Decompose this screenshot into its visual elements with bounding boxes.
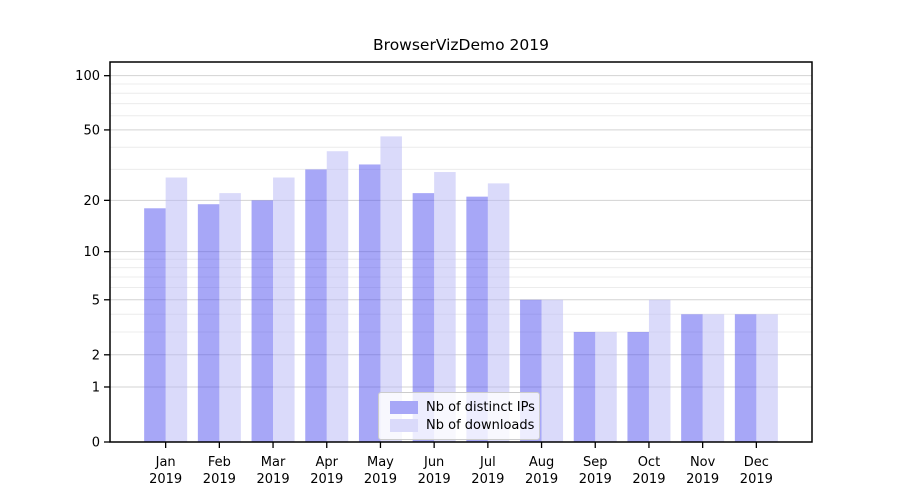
bar-downloads <box>702 314 725 442</box>
bar-downloads <box>487 183 510 442</box>
bar-distinct-ips <box>251 200 274 442</box>
x-tick-label-month: May <box>367 455 394 470</box>
x-tick-label-year: 2019 <box>740 472 773 487</box>
x-tick-label-month: Feb <box>208 455 231 470</box>
x-tick-label-year: 2019 <box>418 472 451 487</box>
y-tick-label: 5 <box>92 293 100 308</box>
x-tick-label-year: 2019 <box>364 472 397 487</box>
x-tick-label-month: Jun <box>423 455 444 470</box>
x-tick-label-month: Dec <box>744 455 769 470</box>
bar-distinct-ips <box>144 208 166 442</box>
bar-downloads <box>756 314 778 442</box>
x-tick-label-year: 2019 <box>525 472 558 487</box>
y-tick-label: 10 <box>83 245 100 260</box>
legend-label: Nb of downloads <box>426 417 535 433</box>
bar-downloads <box>648 299 671 442</box>
x-tick-label-year: 2019 <box>149 472 182 487</box>
legend-entry: Nb of distinct IPs <box>390 399 539 415</box>
bar-downloads <box>273 177 295 443</box>
x-tick-label-month: Jan <box>155 455 176 470</box>
y-tick-label: 0 <box>92 436 100 451</box>
y-tick-label: 1 <box>92 380 100 395</box>
chart-title: BrowserVizDemo 2019 <box>373 36 549 54</box>
x-tick-label-year: 2019 <box>310 472 343 487</box>
x-tick-label-month: Jul <box>479 455 496 470</box>
x-tick-label-month: Mar <box>261 455 286 470</box>
bar-distinct-ips <box>305 169 327 442</box>
x-tick-label-year: 2019 <box>257 472 290 487</box>
bar-distinct-ips <box>412 193 435 442</box>
bar-distinct-ips <box>358 164 381 442</box>
bar-downloads <box>595 331 617 442</box>
bar-downloads <box>165 177 188 443</box>
legend: Nb of distinct IPs Nb of downloads <box>378 392 540 440</box>
bar-downloads <box>380 136 402 443</box>
x-tick-label-year: 2019 <box>203 472 236 487</box>
x-tick-label-year: 2019 <box>632 472 665 487</box>
bar-downloads <box>326 151 349 442</box>
x-tick-label-year: 2019 <box>579 472 612 487</box>
legend-label: Nb of distinct IPs <box>426 399 535 415</box>
bar-distinct-ips <box>627 331 649 442</box>
x-tick-label-month: Oct <box>638 455 660 470</box>
x-tick-label-year: 2019 <box>686 472 719 487</box>
bar-downloads <box>541 299 564 442</box>
y-tick-label: 100 <box>75 69 100 84</box>
legend-swatch-icon <box>390 418 418 432</box>
bar-downloads <box>434 172 456 443</box>
legend-swatch-icon <box>390 400 418 414</box>
bar-downloads <box>219 193 241 442</box>
y-tick-label: 2 <box>92 348 100 363</box>
legend-entry: Nb of downloads <box>390 417 539 433</box>
bar-distinct-ips <box>573 331 596 442</box>
bar-distinct-ips <box>197 204 220 442</box>
bar-distinct-ips <box>466 196 488 442</box>
y-tick-label: 20 <box>83 194 100 209</box>
y-tick-label: 50 <box>83 123 100 138</box>
x-tick-label-month: Nov <box>690 455 716 470</box>
x-tick-label-month: Apr <box>316 455 339 470</box>
x-tick-label-month: Aug <box>529 455 554 470</box>
x-tick-label-year: 2019 <box>471 472 504 487</box>
bar-distinct-ips <box>681 314 703 442</box>
bar-distinct-ips <box>734 314 757 442</box>
x-tick-label-month: Sep <box>583 455 608 470</box>
